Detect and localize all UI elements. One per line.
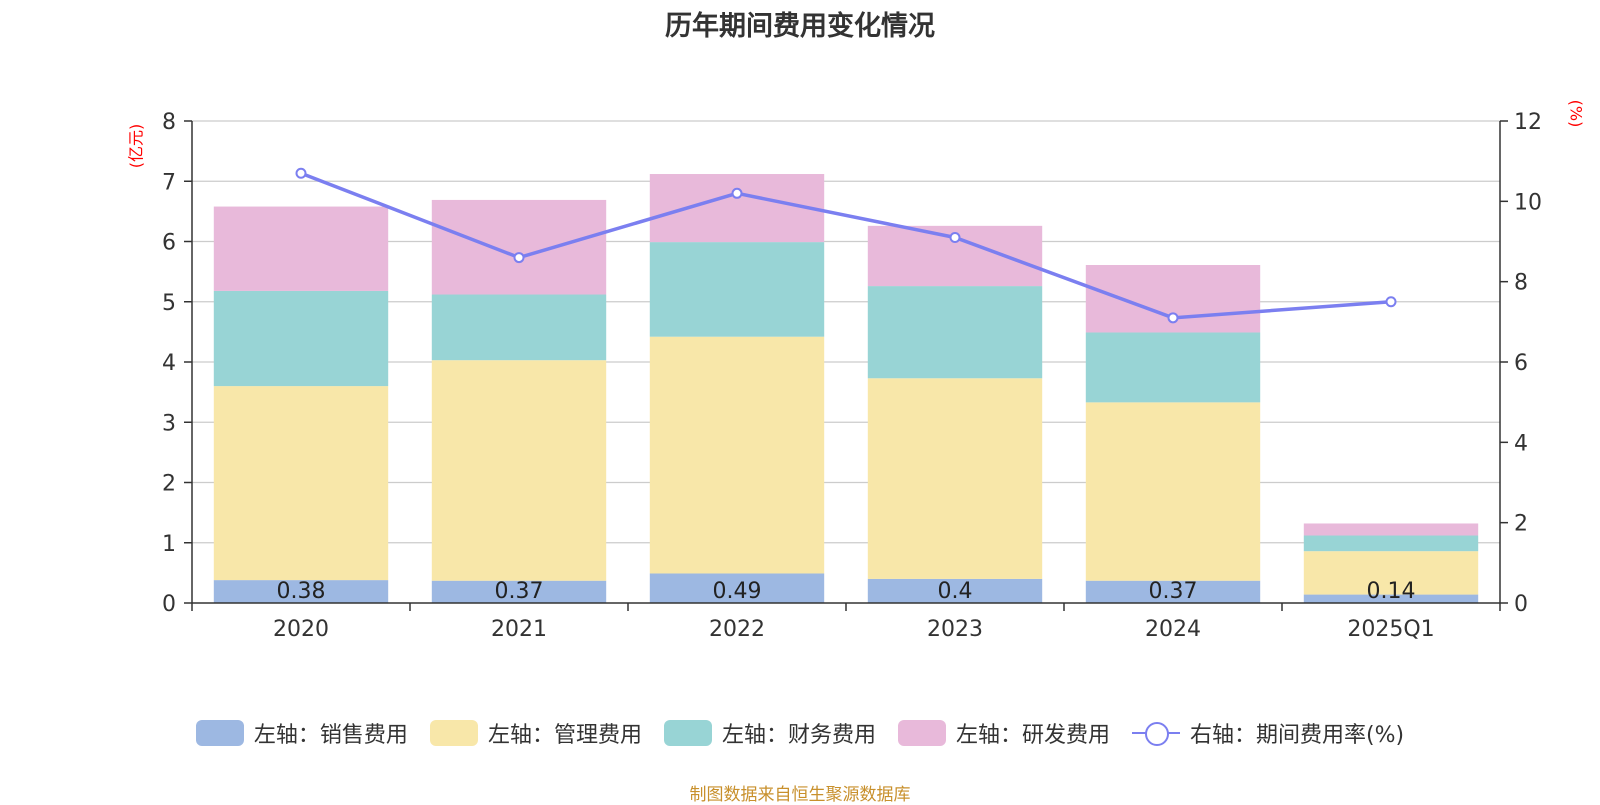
- bar-data-label: 0.4: [938, 579, 973, 604]
- x-tick-label: 2023: [927, 617, 983, 642]
- right-tick-label: 2: [1514, 512, 1528, 537]
- bar-segment: [649, 174, 825, 243]
- x-tick-label: 2020: [273, 617, 329, 642]
- bar-segment: [1085, 332, 1261, 403]
- bar-data-label: 0.49: [713, 579, 762, 604]
- legend-label-admin: 左轴：管理费用: [487, 723, 642, 748]
- rate-point: [295, 167, 307, 179]
- bar-segment: [1085, 580, 1261, 603]
- bar-segment: [431, 580, 607, 603]
- bar-data-label: 0.37: [495, 579, 544, 604]
- legend-label-rnd: 左轴：研发费用: [955, 723, 1110, 748]
- x-tick-label: 2024: [1145, 617, 1201, 642]
- legend-swatch-rnd: [897, 720, 946, 746]
- bar-segment: [867, 378, 1043, 579]
- bar-data-label: 0.14: [1367, 579, 1416, 604]
- legend-swatch-admin: [429, 720, 478, 746]
- bar-segment: [649, 573, 825, 603]
- right-tick-label: 10: [1514, 190, 1542, 215]
- bar-segment: [431, 294, 607, 361]
- bar-segment: [1303, 535, 1479, 552]
- rate-point: [949, 231, 961, 243]
- bar-segment: [1303, 523, 1479, 536]
- x-tick-label: 2025Q1: [1347, 617, 1434, 642]
- legend-item-finance[interactable]: 左轴：财务费用: [663, 717, 876, 749]
- chart-title: 历年期间费用变化情况: [665, 11, 935, 42]
- legend-swatch-rate: [1131, 720, 1180, 746]
- right-tick-label: 8: [1514, 271, 1528, 296]
- bar-data-label: 0.37: [1149, 579, 1198, 604]
- legend-label-finance: 左轴：财务费用: [721, 723, 876, 748]
- left-tick-label: 4: [162, 351, 176, 376]
- rate-line: [300, 171, 1392, 320]
- bar-segment: [213, 386, 389, 581]
- legend-item-rate[interactable]: 右轴：期间费用率(%): [1131, 717, 1405, 749]
- bar-segment: [867, 286, 1043, 379]
- bar-segment: [213, 206, 389, 291]
- left-tick-label: 3: [162, 411, 176, 436]
- legend-label-sales: 左轴：销售费用: [253, 723, 408, 748]
- rate-point: [513, 252, 525, 264]
- right-tick-label: 12: [1514, 110, 1542, 135]
- rate-point: [1167, 312, 1179, 324]
- bar-segment: [1303, 551, 1479, 595]
- left-tick-label: 5: [162, 291, 176, 316]
- bar-segment: [867, 578, 1043, 603]
- bar-segment: [1085, 402, 1261, 581]
- legend: 左轴：销售费用 左轴：管理费用 左轴：财务费用 左轴：研发费用 右轴：期间费用率…: [0, 717, 1600, 749]
- left-tick-label: 7: [162, 170, 176, 195]
- legend-item-rnd[interactable]: 左轴：研发费用: [897, 717, 1110, 749]
- right-tick-label: 0: [1514, 592, 1528, 617]
- legend-swatch-sales: [195, 720, 244, 746]
- x-tick-label: 2021: [491, 617, 547, 642]
- data-source-note: 制图数据来自恒生聚源数据库: [689, 785, 911, 805]
- left-tick-label: 8: [162, 110, 176, 135]
- left-tick-label: 2: [162, 472, 176, 497]
- rate-point: [1385, 296, 1397, 308]
- left-tick-label: 6: [162, 231, 176, 256]
- bar-segment: [213, 290, 389, 387]
- bar-segment: [431, 199, 607, 295]
- bar-segment: [431, 360, 607, 581]
- legend-swatch-finance: [663, 720, 712, 746]
- rate-point: [731, 187, 743, 199]
- legend-item-admin[interactable]: 左轴：管理费用: [429, 717, 642, 749]
- left-tick-label: 0: [162, 592, 176, 617]
- bar-segment: [649, 242, 825, 337]
- bar-segment: [213, 580, 389, 603]
- bar-segment: [649, 336, 825, 574]
- bar-segment: [1303, 594, 1479, 603]
- bar-data-label: 0.38: [277, 579, 326, 604]
- right-tick-label: 6: [1514, 351, 1528, 376]
- right-tick-label: 4: [1514, 431, 1528, 456]
- legend-item-sales[interactable]: 左轴：销售费用: [195, 717, 408, 749]
- left-tick-label: 1: [162, 532, 176, 557]
- legend-label-rate: 右轴：期间费用率(%): [1189, 723, 1405, 748]
- x-tick-label: 2022: [709, 617, 765, 642]
